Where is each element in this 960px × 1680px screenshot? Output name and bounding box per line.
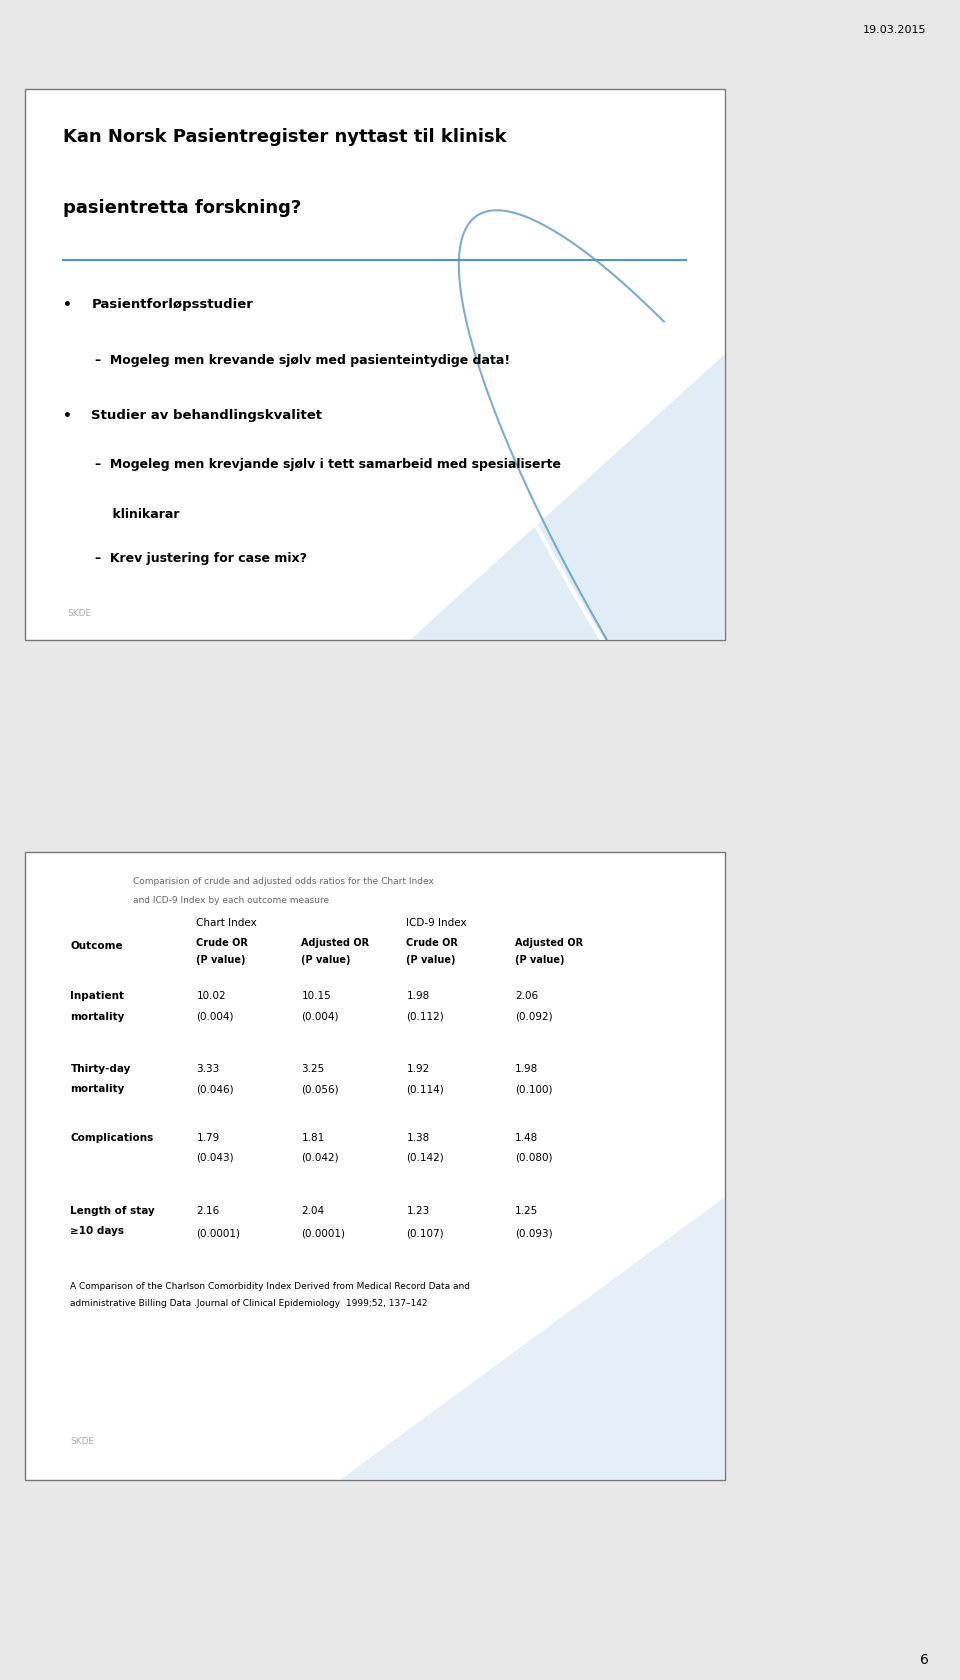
Text: 2.16: 2.16 <box>197 1206 220 1216</box>
Text: Outcome: Outcome <box>70 941 123 951</box>
Text: (0.004): (0.004) <box>301 1011 339 1021</box>
Polygon shape <box>410 353 725 640</box>
Text: SKDE: SKDE <box>67 610 91 618</box>
Text: (0.100): (0.100) <box>515 1084 552 1094</box>
Text: (0.112): (0.112) <box>406 1011 444 1021</box>
Text: 3.25: 3.25 <box>301 1063 324 1074</box>
Text: 1.38: 1.38 <box>406 1132 430 1142</box>
Text: 1.25: 1.25 <box>515 1206 539 1216</box>
Text: 10.15: 10.15 <box>301 991 331 1001</box>
Text: Adjusted OR: Adjusted OR <box>301 939 370 949</box>
Text: •: • <box>63 408 72 423</box>
FancyBboxPatch shape <box>25 852 725 1480</box>
Text: Studier av behandlingskvalitet: Studier av behandlingskvalitet <box>91 408 323 422</box>
Text: 2.06: 2.06 <box>515 991 538 1001</box>
Text: (0.080): (0.080) <box>515 1152 552 1163</box>
Text: –  Mogeleg men krevande sjølv med pasienteintydige data!: – Mogeleg men krevande sjølv med pasient… <box>95 353 510 366</box>
Text: (0.093): (0.093) <box>515 1228 552 1238</box>
Text: 19.03.2015: 19.03.2015 <box>863 25 926 35</box>
Text: Chart Index: Chart Index <box>197 917 257 927</box>
Text: Kan Norsk Pasientregister nyttast til klinisk: Kan Norsk Pasientregister nyttast til kl… <box>63 128 507 146</box>
Text: and ICD-9 Index by each outcome measure: and ICD-9 Index by each outcome measure <box>133 895 329 906</box>
Text: (0.0001): (0.0001) <box>301 1228 346 1238</box>
Text: (0.042): (0.042) <box>301 1152 339 1163</box>
Text: 1.98: 1.98 <box>406 991 430 1001</box>
Text: mortality: mortality <box>70 1084 125 1094</box>
Text: 1.98: 1.98 <box>515 1063 539 1074</box>
Text: 2.04: 2.04 <box>301 1206 324 1216</box>
Text: (0.056): (0.056) <box>301 1084 339 1094</box>
Text: Comparision of crude and adjusted odds ratios for the Chart Index: Comparision of crude and adjusted odds r… <box>133 877 434 885</box>
Text: (0.107): (0.107) <box>406 1228 444 1238</box>
Text: (0.092): (0.092) <box>515 1011 552 1021</box>
Text: 1.81: 1.81 <box>301 1132 324 1142</box>
Text: (0.004): (0.004) <box>197 1011 234 1021</box>
Text: mortality: mortality <box>70 1011 125 1021</box>
Text: –  Krev justering for case mix?: – Krev justering for case mix? <box>95 553 307 564</box>
Text: Pasientforløpsstudier: Pasientforløpsstudier <box>91 299 253 311</box>
Text: Thirty-day: Thirty-day <box>70 1063 131 1074</box>
Text: Complications: Complications <box>70 1132 154 1142</box>
Text: klinikarar: klinikarar <box>95 507 180 521</box>
FancyBboxPatch shape <box>25 89 725 640</box>
Text: 6: 6 <box>921 1653 929 1667</box>
Text: Crude OR: Crude OR <box>197 939 249 949</box>
Text: 1.23: 1.23 <box>406 1206 430 1216</box>
Text: (0.046): (0.046) <box>197 1084 234 1094</box>
Text: (0.114): (0.114) <box>406 1084 444 1094</box>
Text: 1.79: 1.79 <box>197 1132 220 1142</box>
Text: ≥10 days: ≥10 days <box>70 1226 125 1236</box>
Text: (P value): (P value) <box>406 956 456 966</box>
Text: SKDE: SKDE <box>70 1436 95 1445</box>
Text: A Comparison of the Charlson Comorbidity Index Derived from Medical Record Data : A Comparison of the Charlson Comorbidity… <box>70 1282 470 1292</box>
Text: 1.48: 1.48 <box>515 1132 539 1142</box>
Text: •: • <box>63 299 72 312</box>
Text: Length of stay: Length of stay <box>70 1206 156 1216</box>
Text: administrative Billing Data .Journal of Clinical Epidemiology  1999;52, 137–142: administrative Billing Data .Journal of … <box>70 1299 428 1309</box>
Text: –  Mogeleg men krevjande sjølv i tett samarbeid med spesialiserte: – Mogeleg men krevjande sjølv i tett sam… <box>95 459 561 470</box>
Text: (0.043): (0.043) <box>197 1152 234 1163</box>
Text: (P value): (P value) <box>197 956 246 966</box>
Polygon shape <box>340 1198 725 1480</box>
Text: (0.142): (0.142) <box>406 1152 444 1163</box>
Text: pasientretta forskning?: pasientretta forskning? <box>63 200 301 217</box>
Text: Adjusted OR: Adjusted OR <box>515 939 583 949</box>
Text: (0.0001): (0.0001) <box>197 1228 240 1238</box>
Text: ICD-9 Index: ICD-9 Index <box>406 917 467 927</box>
Text: Inpatient: Inpatient <box>70 991 125 1001</box>
Text: 3.33: 3.33 <box>197 1063 220 1074</box>
Text: 10.02: 10.02 <box>197 991 226 1001</box>
Text: (P value): (P value) <box>301 956 351 966</box>
Text: Crude OR: Crude OR <box>406 939 458 949</box>
Text: 1.92: 1.92 <box>406 1063 430 1074</box>
Text: (P value): (P value) <box>515 956 564 966</box>
